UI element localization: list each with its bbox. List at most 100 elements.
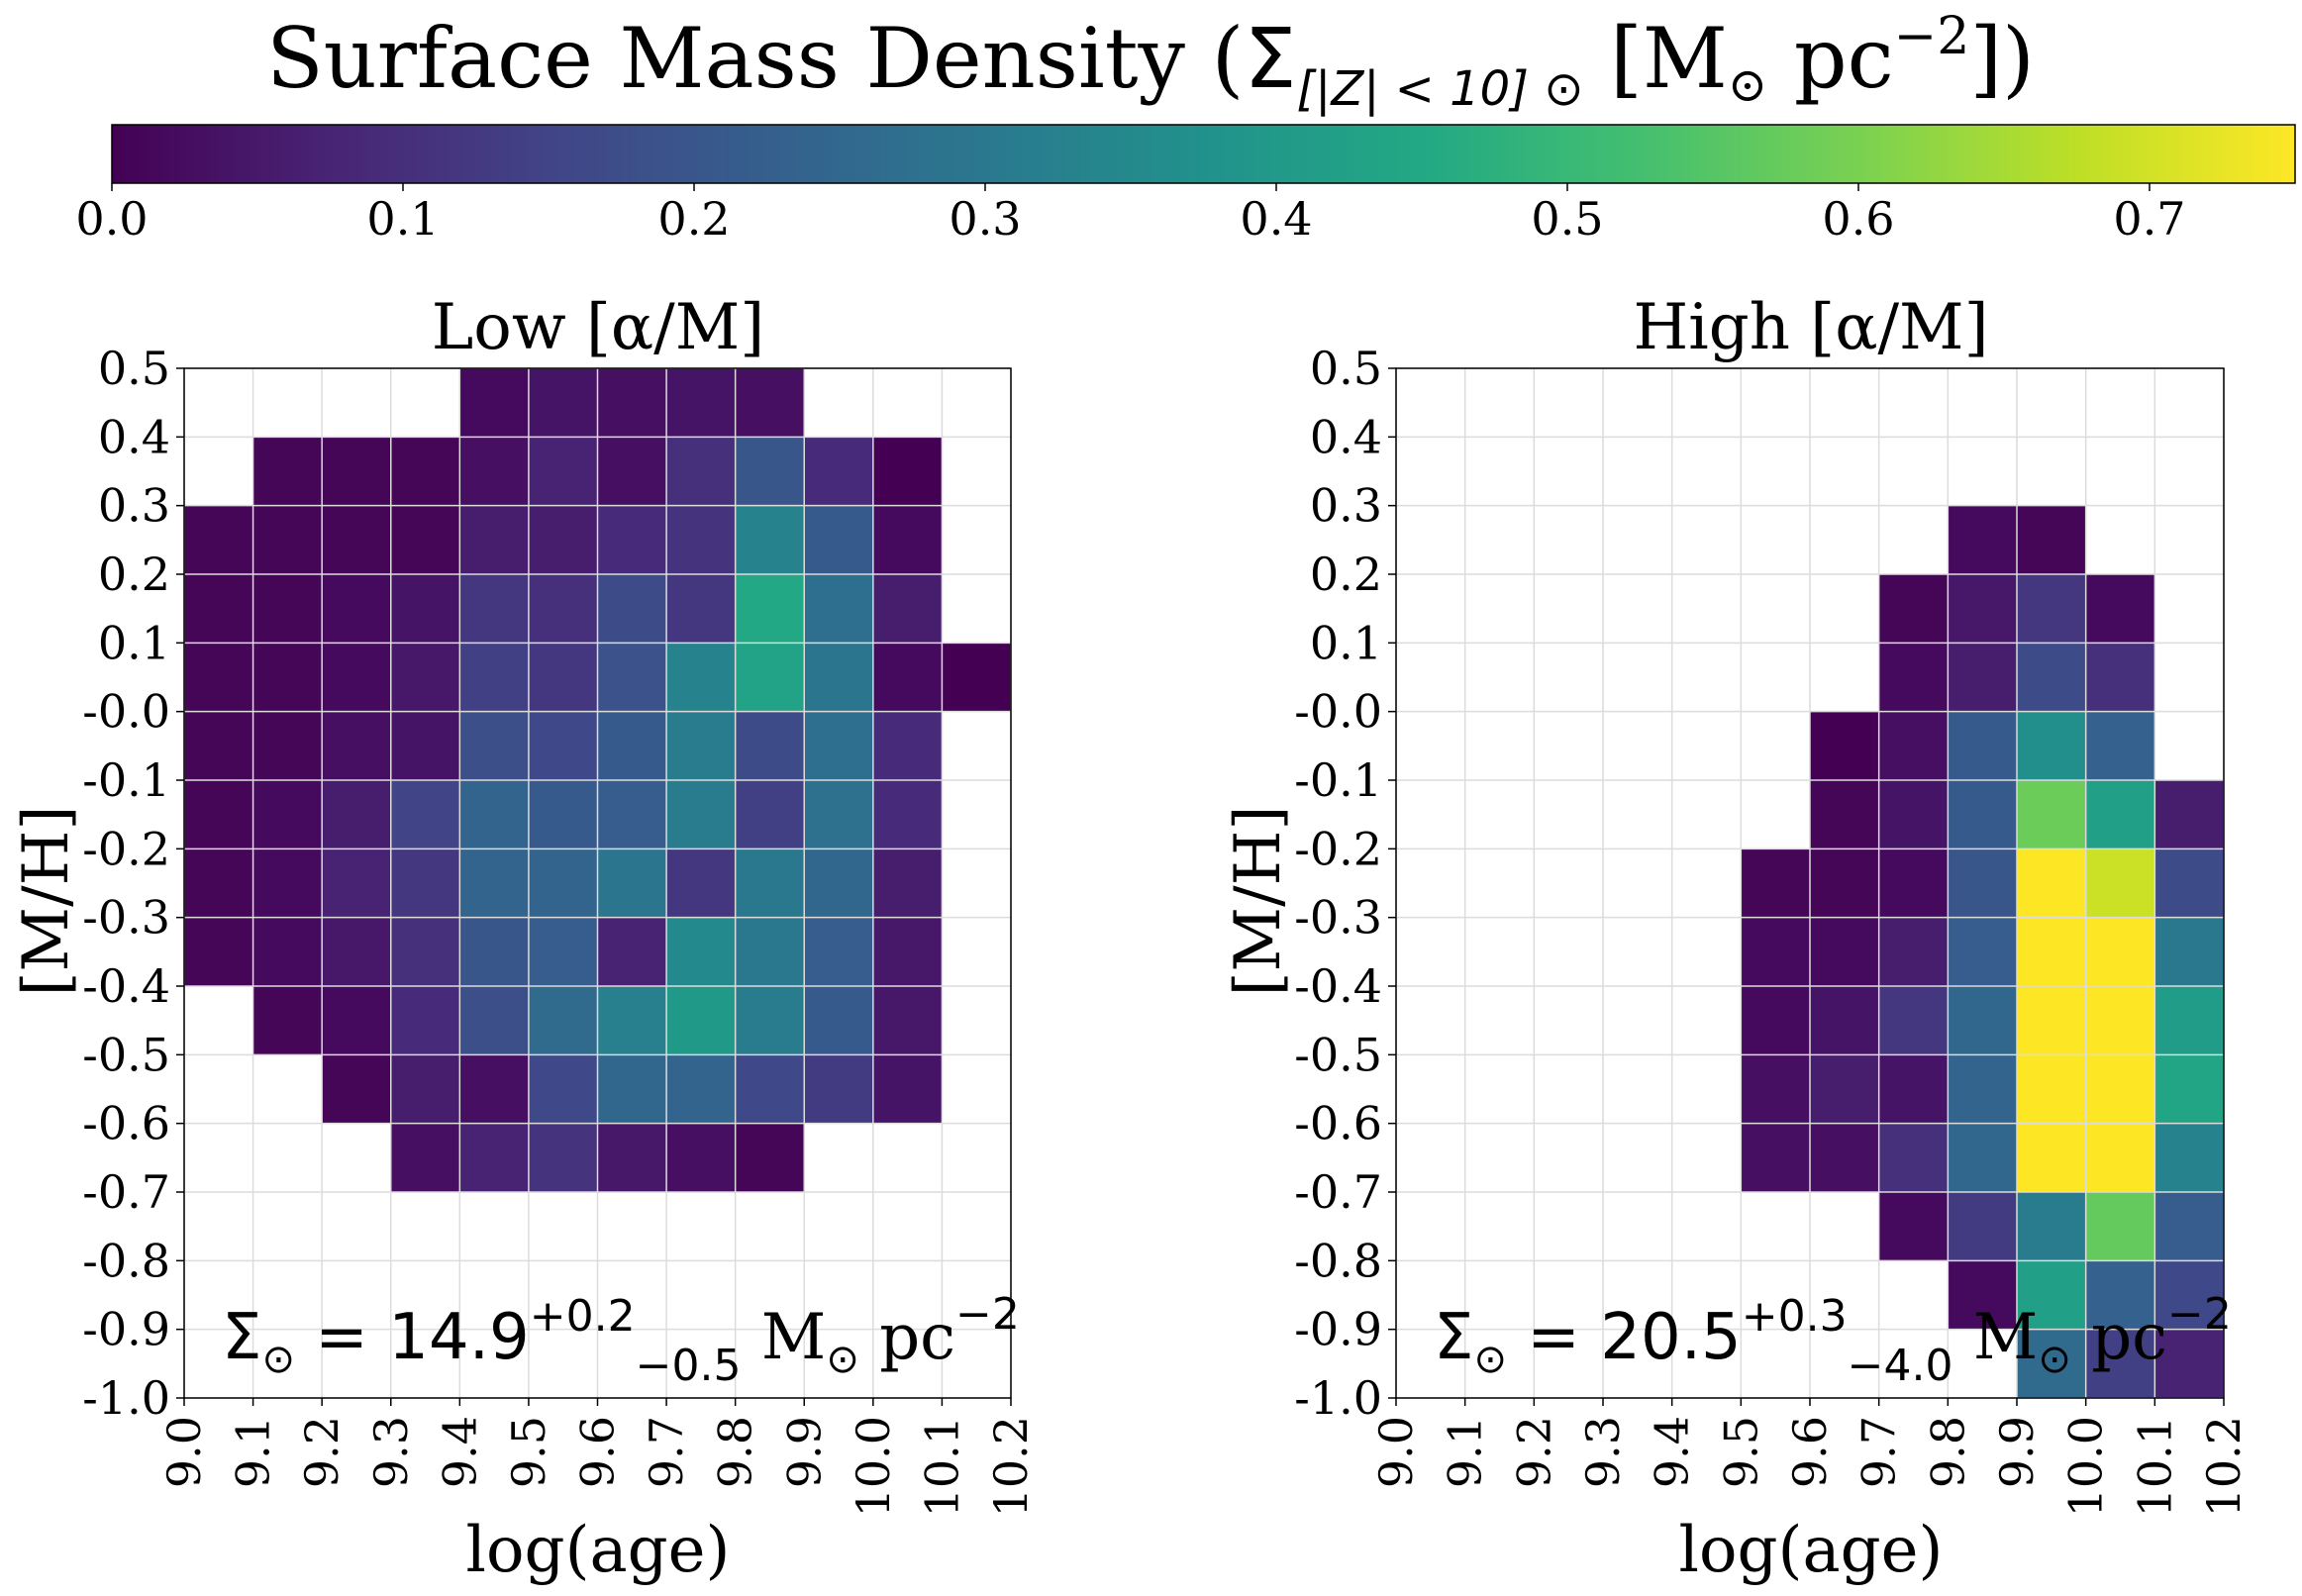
heatmap-cell <box>1741 986 1810 1055</box>
heatmap-panel-low-alpha: Low [α/M] [M/H] log(age) 9.0 9.1 9.2 9.3 9.4… <box>10 291 1038 1587</box>
heatmap-cell <box>252 848 323 918</box>
heatmap-cell <box>1948 1260 2017 1330</box>
heatmap-cell <box>528 711 598 780</box>
heatmap-cell <box>597 711 667 780</box>
heatmap-cell <box>322 574 391 644</box>
heatmap-cell <box>2017 505 2086 574</box>
annot-units-sun: ⊙ <box>826 1337 859 1382</box>
heatmap-cell <box>459 917 529 986</box>
title-exp: −2 <box>1894 7 1970 66</box>
heatmap-cell <box>1878 917 1949 986</box>
heatmap-cell <box>1878 711 1949 780</box>
heatmap-cell <box>1741 848 1810 918</box>
heatmap-cell <box>2017 574 2086 644</box>
heatmap-cell <box>2154 848 2224 918</box>
heatmap-cell <box>322 505 391 574</box>
heatmap-cells <box>184 368 1011 1192</box>
heatmap-cell <box>666 711 736 780</box>
heatmap-cell <box>528 917 598 986</box>
heatmap-cell <box>1878 986 1949 1055</box>
y-tick-label: 0.3 <box>1310 479 1382 533</box>
y-tick-label: 0.5 <box>98 342 170 395</box>
title-sun: ⊙ <box>1728 57 1767 113</box>
heatmap-cell <box>666 574 736 644</box>
heatmap-cell <box>804 1054 873 1124</box>
annot-exp: −2 <box>955 1289 1020 1340</box>
heatmap-cell <box>804 986 873 1055</box>
colorbar-tick-label: 0.0 <box>75 192 148 246</box>
heatmap-cell <box>390 848 460 918</box>
colorbar-gradient <box>111 124 2296 184</box>
title-close: ]) <box>1969 10 2035 107</box>
heatmap-cell <box>1948 643 2017 712</box>
heatmap-cell <box>735 780 805 849</box>
heatmap-cell <box>184 574 253 644</box>
heatmap-cell <box>390 437 460 506</box>
annot-sub: −4.0 <box>1848 1341 1953 1391</box>
heatmap-cell <box>459 574 529 644</box>
x-tick-label: 9.8 <box>709 1416 762 1488</box>
heatmap-cell <box>1878 1123 1949 1192</box>
annot-eq: = 14.9 <box>295 1301 530 1374</box>
x-tick-label: 9.0 <box>1369 1416 1423 1488</box>
heatmap-cell <box>390 1123 460 1192</box>
heatmap-cell <box>2154 917 2224 986</box>
heatmap-cell <box>872 437 943 506</box>
heatmap-cell <box>872 780 943 849</box>
grid-lines <box>183 367 1012 1399</box>
heatmap-cell <box>322 437 391 506</box>
heatmap-cell <box>459 505 529 574</box>
y-tick-label: 0.2 <box>98 548 170 601</box>
heatmap-cell <box>735 986 805 1055</box>
heatmap-cell <box>666 505 736 574</box>
surface-density-annotation: Σ⊙ = 14.9+0.2−0.5 M⊙ pc−2 <box>222 1289 1020 1391</box>
x-axis-label: log(age) <box>466 1514 731 1587</box>
heatmap-cell <box>597 1054 667 1124</box>
colorbar-tick-label: 0.3 <box>949 192 1021 246</box>
heatmap-cell <box>1948 1192 2017 1261</box>
x-tick-label: 9.6 <box>1783 1416 1837 1488</box>
y-tick-label: -0.7 <box>82 1165 170 1219</box>
x-tick-label: 9.8 <box>1921 1416 1974 1488</box>
heatmap-cell <box>872 574 943 644</box>
heatmap-cell <box>597 780 667 849</box>
heatmap-cell <box>322 643 391 712</box>
heatmap-cell <box>459 986 529 1055</box>
heatmap-cell <box>666 986 736 1055</box>
heatmap-cell <box>666 780 736 849</box>
heatmap-cell <box>735 1054 805 1124</box>
heatmap-cell <box>942 643 1011 712</box>
heatmap-cell <box>2017 1192 2086 1261</box>
heatmap-cell <box>184 711 253 780</box>
heatmap-cell <box>390 505 460 574</box>
annot-eq: = 20.5 <box>1507 1301 1742 1374</box>
heatmap-cell <box>390 574 460 644</box>
heatmap-cell <box>666 1054 736 1124</box>
heatmap-cell <box>2154 1192 2224 1261</box>
heatmap-cell <box>1948 1123 2017 1192</box>
y-tick-label: -1.0 <box>82 1371 170 1425</box>
panel-title: High [α/M] <box>1633 291 1988 364</box>
heatmap-cell <box>184 505 253 574</box>
y-tick-label: -1.0 <box>1294 1371 1382 1425</box>
heatmap-cell <box>872 505 943 574</box>
heatmap-cell <box>1810 986 1879 1055</box>
heatmap-cell <box>1741 1123 1810 1192</box>
annot-units-sun: ⊙ <box>2038 1337 2071 1382</box>
heatmap-cell <box>666 437 736 506</box>
heatmap-cell <box>597 643 667 712</box>
x-tick-label: 9.2 <box>295 1416 349 1488</box>
heatmap-cell <box>666 643 736 712</box>
heatmap-cell <box>872 848 943 918</box>
y-tick-label: -0.9 <box>82 1303 170 1356</box>
x-ticks: 9.0 9.1 9.2 9.3 9.4 9.5 9.6 9.7 9.8 9.9 10.0 10.1 10… <box>157 1398 1038 1517</box>
heatmap-cell <box>2154 1260 2224 1330</box>
y-tick-label: -0.6 <box>1294 1097 1382 1150</box>
y-tick-label: 0.3 <box>98 479 170 533</box>
panel-title: Low [α/M] <box>432 291 764 364</box>
heatmap-cell <box>2017 643 2086 712</box>
heatmap-cell <box>390 780 460 849</box>
heatmap-cell <box>804 643 873 712</box>
x-tick-label: 9.6 <box>571 1416 625 1488</box>
heatmap-cell <box>252 780 323 849</box>
